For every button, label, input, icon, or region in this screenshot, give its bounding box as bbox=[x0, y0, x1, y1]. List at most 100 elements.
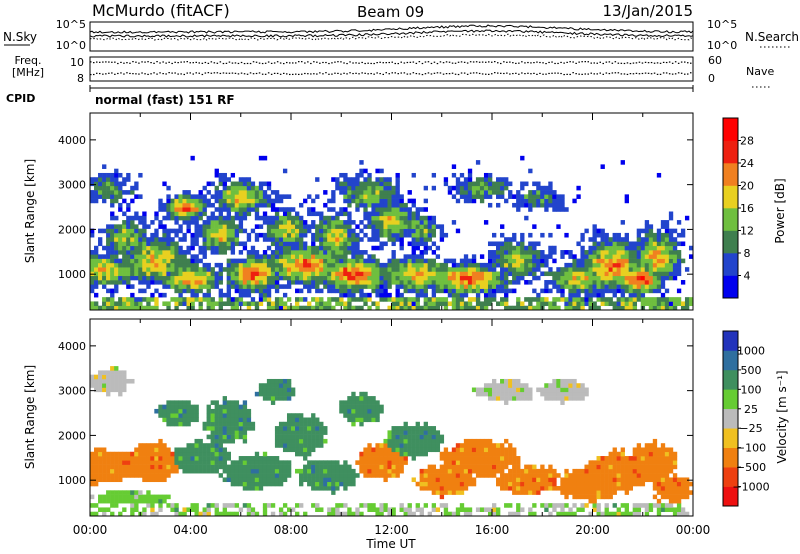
heatmap-cell bbox=[379, 456, 384, 461]
heatmap-cell bbox=[664, 305, 670, 311]
heatmap-cell bbox=[548, 245, 553, 251]
heatmap-cell bbox=[455, 262, 461, 268]
heatmap-cell bbox=[371, 473, 376, 478]
heatmap-cell bbox=[459, 267, 465, 272]
heatmap-cell bbox=[174, 305, 179, 311]
heatmap-cell bbox=[608, 254, 613, 259]
heatmap-cell bbox=[206, 511, 211, 517]
heatmap-cell bbox=[114, 284, 119, 289]
heatmap-cell bbox=[282, 194, 288, 199]
heatmap-cell bbox=[427, 477, 432, 483]
heatmap-cell bbox=[359, 468, 364, 474]
freq-mark bbox=[466, 62, 469, 64]
heatmap-cell bbox=[134, 468, 139, 474]
heatmap-cell bbox=[258, 185, 264, 191]
heatmap-cell bbox=[303, 271, 308, 277]
heatmap-cell bbox=[411, 250, 416, 255]
nave-mark bbox=[512, 72, 514, 75]
heatmap-cell bbox=[315, 258, 320, 264]
heatmap-cell bbox=[303, 434, 308, 440]
heatmap-cell bbox=[544, 284, 549, 289]
heatmap-cell bbox=[479, 262, 485, 268]
heatmap-cell bbox=[130, 215, 135, 221]
heatmap-cell bbox=[544, 190, 549, 195]
heatmap-cell bbox=[122, 451, 127, 457]
heatmap-cell bbox=[407, 258, 412, 264]
heatmap-cell bbox=[246, 301, 252, 307]
heatmap-cell bbox=[315, 473, 320, 478]
heatmap-cell bbox=[266, 258, 272, 264]
colorbar-segment bbox=[723, 253, 738, 276]
heatmap-cell bbox=[118, 172, 123, 178]
heatmap-cell bbox=[467, 198, 473, 204]
heatmap-cell bbox=[238, 404, 244, 410]
heatmap-cell bbox=[451, 267, 457, 272]
heatmap-cell bbox=[130, 503, 135, 508]
heatmap-cell bbox=[146, 473, 151, 478]
heatmap-cell bbox=[367, 305, 372, 311]
heatmap-cell bbox=[246, 426, 252, 431]
heatmap-cell bbox=[427, 275, 432, 281]
heatmap-cell bbox=[471, 460, 477, 465]
heatmap-cell bbox=[118, 271, 123, 277]
heatmap-cell bbox=[142, 468, 147, 474]
heatmap-cell bbox=[186, 224, 191, 229]
heatmap-cell bbox=[516, 198, 521, 204]
heatmap-cell bbox=[266, 194, 272, 199]
heatmap-cell bbox=[604, 297, 609, 302]
heatmap-cell bbox=[323, 426, 328, 431]
heatmap-cell bbox=[102, 258, 107, 264]
heatmap-cell bbox=[584, 275, 589, 281]
heatmap-cell bbox=[632, 292, 638, 298]
heatmap-cell bbox=[214, 464, 219, 470]
heatmap-cell bbox=[230, 185, 236, 191]
freq-mark bbox=[99, 61, 101, 63]
heatmap-cell bbox=[194, 224, 199, 229]
heatmap-cell bbox=[258, 288, 264, 294]
heatmap-cell bbox=[158, 464, 163, 470]
heatmap-cell bbox=[134, 228, 139, 234]
heatmap-cell bbox=[544, 202, 549, 208]
heatmap-cell bbox=[628, 258, 633, 264]
heatmap-cell bbox=[234, 190, 240, 195]
heatmap-cell bbox=[439, 262, 445, 268]
heatmap-cell bbox=[146, 250, 151, 255]
heatmap-cell bbox=[672, 237, 678, 242]
heatmap-cell bbox=[266, 481, 272, 487]
heatmap-cell bbox=[540, 194, 545, 199]
heatmap-cell bbox=[347, 473, 352, 478]
heatmap-cell bbox=[343, 477, 348, 483]
heatmap-cell bbox=[576, 194, 581, 199]
heatmap-cell bbox=[170, 258, 175, 264]
heatmap-cell bbox=[600, 288, 605, 294]
heatmap-cell bbox=[194, 413, 199, 418]
heatmap-cell bbox=[202, 464, 207, 470]
heatmap-cell bbox=[375, 181, 380, 187]
heatmap-cell bbox=[500, 443, 505, 448]
heatmap-cell bbox=[355, 241, 360, 247]
heatmap-cell bbox=[496, 280, 501, 285]
heatmap-cell bbox=[552, 258, 557, 264]
heatmap-cell bbox=[270, 280, 276, 285]
freq-mark bbox=[90, 61, 92, 63]
heatmap-cell bbox=[166, 460, 171, 465]
heatmap-cell bbox=[387, 177, 392, 182]
freq-mark bbox=[575, 62, 577, 64]
heatmap-cell bbox=[540, 297, 545, 302]
nave-mark bbox=[219, 72, 222, 75]
heatmap-cell bbox=[500, 378, 505, 384]
heatmap-cell bbox=[118, 498, 123, 504]
heatmap-cell bbox=[335, 481, 340, 487]
heatmap-cell bbox=[475, 190, 481, 195]
heatmap-cell bbox=[447, 288, 453, 294]
freq-mark bbox=[225, 62, 228, 64]
freq-mark bbox=[397, 62, 399, 65]
heatmap-cell bbox=[250, 460, 256, 465]
heatmap-cell bbox=[278, 443, 284, 448]
heatmap-cell bbox=[383, 460, 388, 465]
nave-mark bbox=[267, 72, 270, 74]
noise-tick-left-top: 10^5 bbox=[56, 18, 86, 31]
heatmap-cell bbox=[664, 224, 670, 229]
heatmap-cell bbox=[435, 468, 441, 474]
heatmap-cell bbox=[459, 181, 465, 187]
